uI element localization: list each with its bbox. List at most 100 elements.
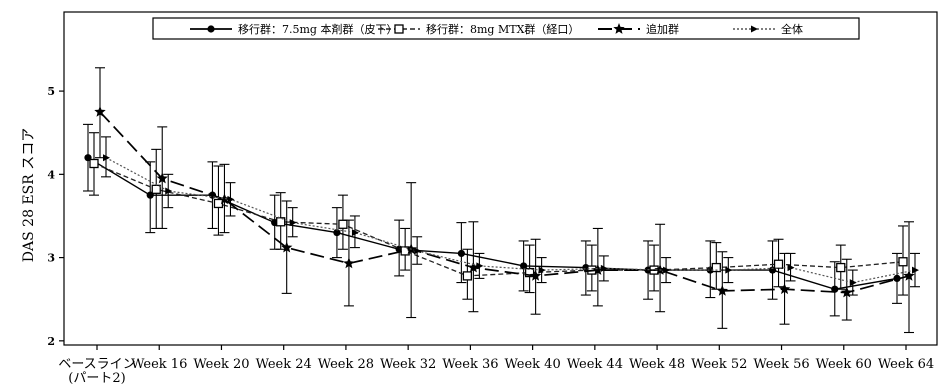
- marker-arrow: [165, 187, 173, 195]
- x-tick-label: Week 48: [629, 357, 685, 372]
- marker-arrow: [725, 266, 733, 274]
- x-tick-label: Week 52: [691, 357, 747, 372]
- marker-arrow: [227, 195, 235, 203]
- marker-arrow: [912, 266, 919, 274]
- marker-arrow: [414, 247, 422, 255]
- x-tick-label: Week 16: [131, 357, 187, 372]
- marker-square: [151, 184, 161, 194]
- marker-square: [394, 24, 404, 34]
- series-line: [99, 111, 910, 294]
- legend-box: [152, 17, 860, 40]
- marker-square: [711, 262, 721, 273]
- x-tick-label-line: Week 64: [878, 357, 934, 372]
- marker-star: [343, 257, 355, 269]
- marker-arrow: [289, 219, 297, 227]
- x-tick-label: Week 32: [380, 357, 436, 372]
- marker-square: [524, 267, 535, 278]
- series-line: [93, 162, 904, 277]
- legend-label: 移行群：8mg MTX群（経口）: [426, 22, 579, 36]
- marker-square: [89, 158, 99, 169]
- x-tick-label: Week 36: [442, 357, 498, 372]
- marker-star: [716, 284, 728, 296]
- marker-square: [213, 198, 224, 209]
- marker-circle: [333, 229, 341, 237]
- x-tick-label: Week 40: [504, 357, 560, 372]
- x-tick-label-line: Week 28: [318, 357, 374, 372]
- plot-frame: [63, 11, 938, 346]
- marker-star: [467, 261, 480, 273]
- marker-star: [529, 269, 542, 281]
- marker-arrow: [351, 229, 359, 237]
- marker-square: [773, 259, 784, 269]
- marker-arrow: [538, 266, 546, 274]
- marker-arrow: [751, 25, 758, 33]
- x-tick-label-line: Week 52: [691, 357, 747, 372]
- legend-item: 移行群：8mg MTX群（経口）: [378, 22, 579, 36]
- marker-circle: [207, 25, 215, 33]
- x-tick-label-line: Week 36: [442, 357, 498, 372]
- series-layer: [83, 67, 920, 334]
- x-tick-label-line: Week 44: [567, 357, 623, 372]
- x-tick-label: Week 64: [878, 357, 934, 372]
- x-tick-label-line: Week 24: [256, 357, 312, 372]
- marker-square: [338, 219, 348, 229]
- marker-star: [156, 172, 168, 184]
- y-tick-label: 5: [47, 85, 55, 98]
- legend-item: 全体: [733, 22, 803, 36]
- x-tick-label: Week 44: [567, 357, 623, 372]
- marker-circle: [893, 274, 901, 282]
- x-tick-label-line: Week 16: [131, 357, 187, 372]
- x-tick-label: Week 60: [816, 357, 872, 372]
- marker-arrow: [787, 264, 795, 272]
- marker-star: [903, 269, 915, 281]
- marker-star: [218, 193, 231, 205]
- marker-star: [592, 264, 604, 275]
- y-tick-label: 4: [47, 168, 55, 181]
- x-tick-label: Week 28: [318, 357, 374, 372]
- x-tick-label-line: Week 40: [504, 357, 560, 372]
- x-tick-label: Week 56: [753, 357, 809, 372]
- marker-circle: [520, 262, 528, 270]
- marker-square: [898, 257, 908, 267]
- marker-circle: [457, 249, 465, 258]
- marker-star: [778, 283, 791, 295]
- x-tick-label-line: Week 56: [753, 357, 809, 372]
- marker-arrow: [849, 279, 857, 287]
- marker-star: [613, 23, 625, 34]
- x-axis: ベースライン(パート2)Week 16 Week 20 Week 24 Week 28…: [58, 345, 934, 386]
- marker-star: [841, 286, 853, 298]
- series-line: [105, 157, 916, 284]
- x-tick-label-line: Week 20: [193, 357, 249, 372]
- marker-arrow: [103, 154, 110, 162]
- x-tick-label: Week 20: [193, 357, 249, 372]
- y-axis: 2 3 4 5: [47, 85, 64, 348]
- marker-square: [462, 271, 473, 281]
- marker-star: [281, 241, 293, 253]
- marker-arrow: [476, 262, 484, 270]
- marker-arrow: [600, 264, 608, 272]
- series-square: [89, 132, 908, 300]
- marker-square: [836, 262, 846, 273]
- x-tick-label-line: (パート2): [68, 371, 125, 386]
- marker-star: [94, 105, 106, 117]
- x-tick-label-line: Week 60: [816, 357, 872, 372]
- legend-label: 全体: [781, 22, 803, 36]
- y-tick-label: 3: [47, 252, 55, 265]
- x-tick-label-line: Week 32: [380, 357, 436, 372]
- series-arrow: [101, 136, 920, 296]
- legend-label: 移行群：7.5mg 本剤群（皮下）: [238, 22, 397, 36]
- x-tick-label-line: ベースライン: [58, 357, 135, 372]
- y-axis-label: DAS 28 ESR スコア: [21, 128, 37, 262]
- series-star: [94, 67, 915, 334]
- y-tick-label: 2: [47, 335, 55, 348]
- legend-item: 追加群: [598, 22, 679, 36]
- legend: 移行群：7.5mg 本剤群（皮下） 移行群：8mg MTX群（経口） 追加群 全体: [152, 17, 860, 40]
- x-tick-label: ベースライン(パート2): [58, 357, 135, 386]
- legend-label: 追加群: [646, 22, 679, 36]
- marker-square: [276, 217, 286, 227]
- legend-item: 移行群：7.5mg 本剤群（皮下）: [190, 22, 397, 36]
- marker-arrow: [663, 266, 671, 274]
- x-tick-label: Week 24: [256, 357, 312, 372]
- x-tick-label-line: Week 48: [629, 357, 685, 372]
